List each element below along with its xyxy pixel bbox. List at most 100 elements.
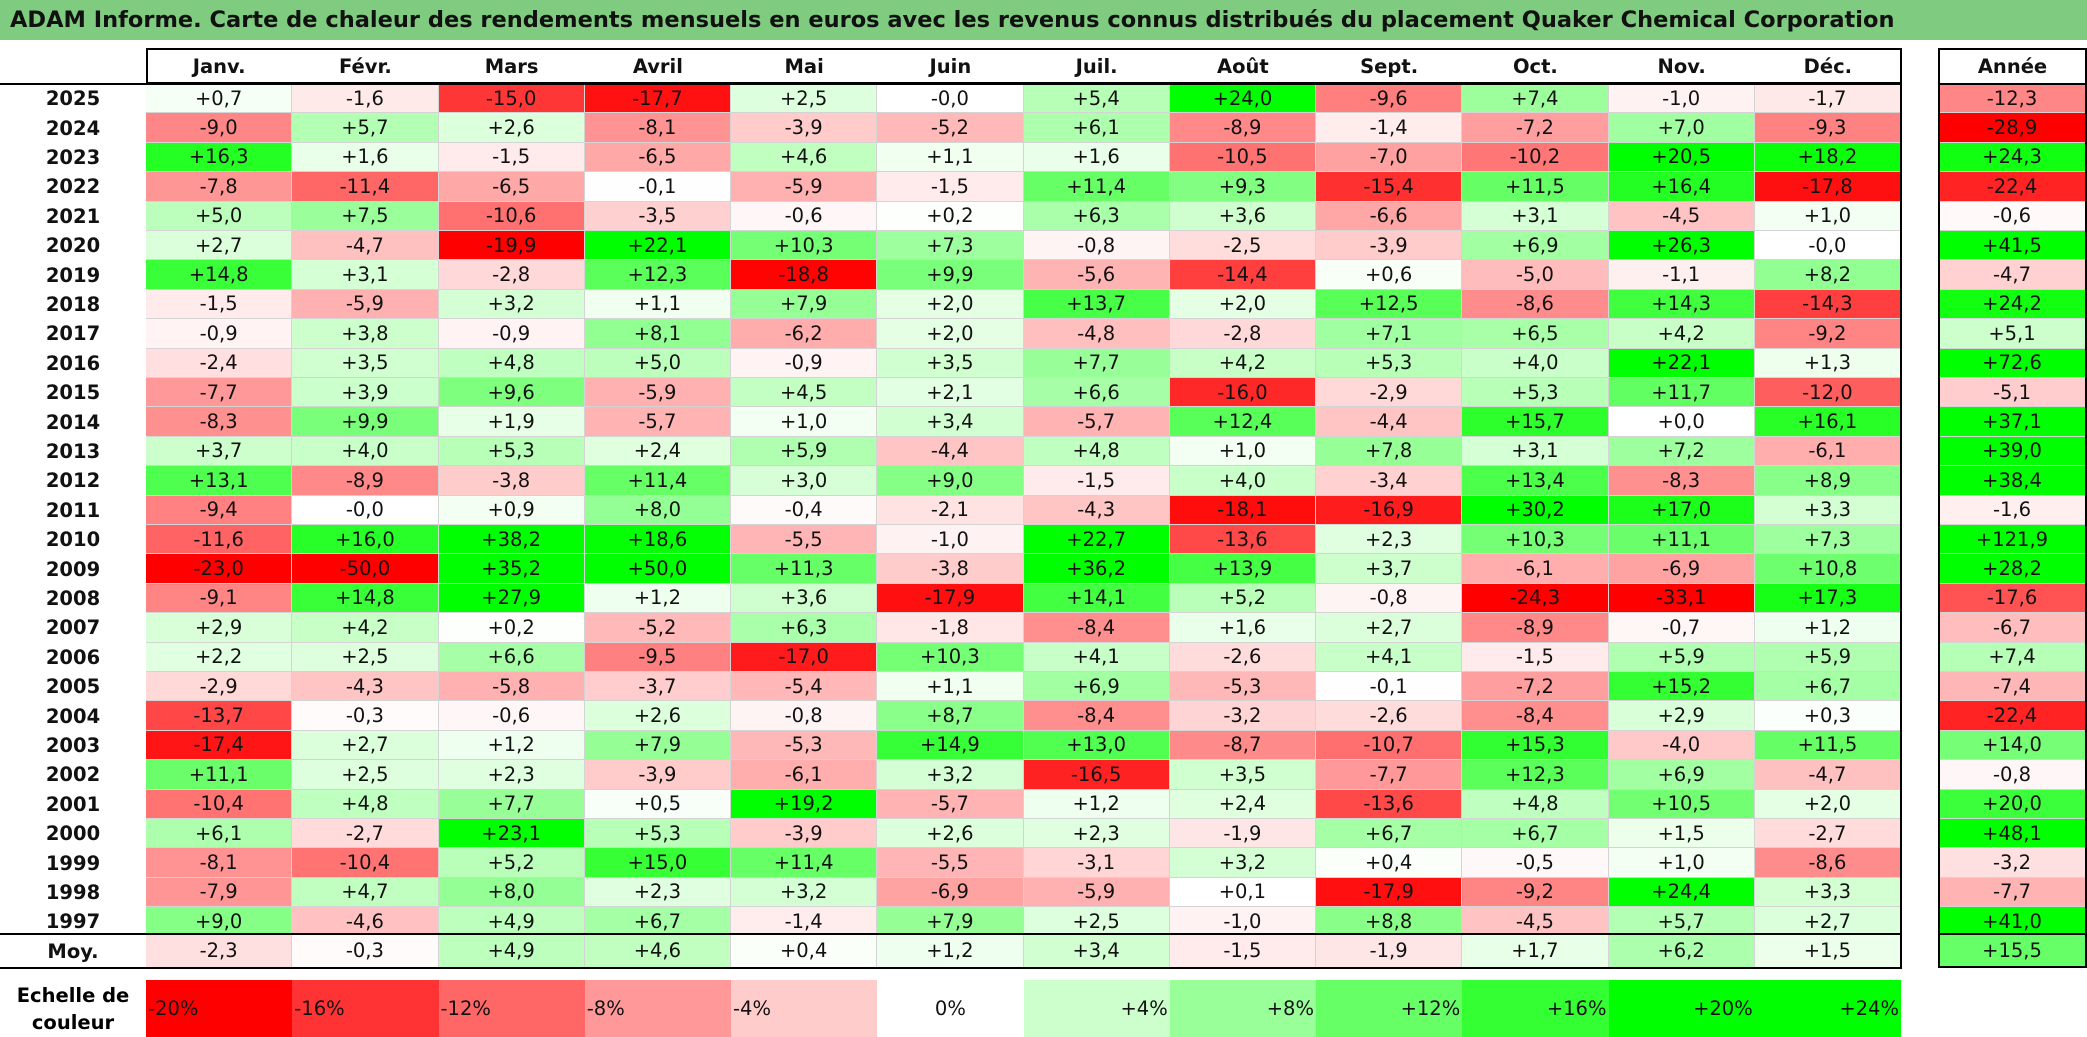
heatmap-cell: -1,0: [1169, 907, 1316, 937]
heatmap-cell: +2,2: [146, 642, 293, 672]
heatmap-cell: -4,5: [1462, 907, 1609, 937]
heatmap-cell: -10,5: [1169, 142, 1316, 173]
year-label: 2023: [45, 145, 101, 169]
heatmap-cell: -9,5: [584, 642, 731, 672]
heatmap-cell: +14,3: [1608, 289, 1755, 320]
heatmap-cell: -2,1: [877, 495, 1024, 525]
heatmap-cell: +19,2: [731, 789, 878, 819]
heatmap-cell: +3,3: [1754, 877, 1901, 908]
year-label: 2014: [45, 410, 101, 434]
heatmap-cell: -4,0: [1608, 730, 1755, 761]
average-cell: +0,4: [731, 934, 878, 968]
annual-cell: -17,6: [1938, 583, 2087, 614]
heatmap-cell: +1,0: [1169, 436, 1316, 467]
annual-header-divider: [1938, 83, 2087, 85]
annual-cell: +28,2: [1938, 554, 2087, 584]
heatmap-cell: -1,0: [877, 525, 1024, 555]
heatmap-cell: -5,9: [731, 172, 878, 202]
year-label: 1997: [45, 910, 101, 934]
heatmap-cell: -5,3: [731, 730, 878, 761]
heatmap-cell: +1,2: [584, 583, 731, 614]
heatmap-cell: -6,1: [731, 760, 878, 790]
heatmap-cell: +23,1: [438, 819, 585, 849]
annual-cell: +38,4: [1938, 466, 2087, 496]
heatmap-cell: -9,0: [146, 113, 293, 143]
heatmap-cell: +8,0: [584, 495, 731, 525]
heatmap-cell: +6,9: [1608, 760, 1755, 790]
heatmap-cell: +6,1: [146, 819, 293, 849]
heatmap-cell: +38,2: [438, 525, 585, 555]
color-scale-label: Echelle de couleur: [16, 984, 130, 1034]
heatmap-cell: +4,8: [1462, 789, 1609, 819]
year-label: 2013: [45, 439, 101, 463]
heatmap-cell: +9,9: [292, 407, 439, 437]
color-scale-stop: -12%: [438, 980, 585, 1037]
heatmap-cell: +3,2: [1169, 848, 1316, 878]
heatmap-cell: +1,2: [1023, 789, 1170, 819]
month-header: Oct.: [1512, 54, 1558, 78]
heatmap-cell: +14,9: [877, 730, 1024, 761]
heatmap-cell: -15,0: [438, 84, 585, 114]
heatmap-cell: +2,9: [1608, 701, 1755, 731]
heatmap-cell: -1,9: [1169, 819, 1316, 849]
heatmap-cell: +10,3: [731, 231, 878, 261]
heatmap-cell: +5,2: [438, 848, 585, 878]
heatmap-cell: +4,8: [438, 348, 585, 378]
heatmap-cell: -15,4: [1316, 172, 1463, 202]
year-label: 2011: [45, 498, 101, 522]
heatmap-cell: -4,6: [292, 907, 439, 937]
heatmap-cell: -0,0: [292, 495, 439, 525]
heatmap-cell: -16,0: [1169, 378, 1316, 408]
heatmap-cell: -0,9: [146, 319, 293, 349]
month-header: Mars: [484, 54, 539, 78]
annual-cell: +72,6: [1938, 348, 2087, 378]
heatmap-cell: -7,9: [146, 877, 293, 908]
month-header: Nov.: [1657, 54, 1706, 78]
heatmap-cell: +13,0: [1023, 730, 1170, 761]
heatmap-cell: +0,0: [1608, 407, 1755, 437]
year-label: 2020: [45, 234, 101, 258]
annual-cell: +24,3: [1938, 142, 2087, 173]
heatmap-cell: -16,5: [1023, 760, 1170, 790]
heatmap-cell: +15,2: [1608, 672, 1755, 702]
year-label: 2007: [45, 616, 101, 640]
heatmap-cell: +11,5: [1754, 730, 1901, 761]
color-scale-stop: +12%: [1316, 980, 1463, 1037]
heatmap-cell: -5,8: [438, 672, 585, 702]
average-cell: +6,2: [1608, 934, 1755, 968]
year-label: 2012: [45, 469, 101, 493]
heatmap-cell: +2,7: [1316, 613, 1463, 643]
heatmap-cell: +17,0: [1608, 495, 1755, 525]
heatmap-cell: -1,5: [877, 172, 1024, 202]
year-label: 2002: [45, 763, 101, 787]
heatmap-cell: +8,7: [877, 701, 1024, 731]
heatmap-cell: -14,4: [1169, 260, 1316, 290]
heatmap-cell: +3,9: [292, 378, 439, 408]
heatmap-cell: +1,0: [731, 407, 878, 437]
heatmap-cell: +1,6: [1169, 613, 1316, 643]
heatmap-cell: -1,8: [877, 613, 1024, 643]
heatmap-cell: -10,4: [146, 789, 293, 819]
heatmap-cell: -8,7: [1169, 730, 1316, 761]
heatmap-cell: +4,0: [292, 436, 439, 467]
year-label: 2009: [45, 557, 101, 581]
chart-title: ADAM Informe. Carte de chaleur des rende…: [0, 0, 2087, 40]
heatmap-cell: +14,1: [1023, 583, 1170, 614]
heatmap-cell: -0,4: [731, 495, 878, 525]
heatmap-cell: +7,3: [877, 231, 1024, 261]
heatmap-cell: +3,8: [292, 319, 439, 349]
heatmap-cell: +16,4: [1608, 172, 1755, 202]
average-label: Moy.: [47, 939, 99, 963]
heatmap-cell: +4,5: [731, 378, 878, 408]
annual-cell: -4,7: [1938, 260, 2087, 290]
heatmap-cell: +3,0: [731, 466, 878, 496]
heatmap-cell: +50,0: [584, 554, 731, 584]
heatmap-cell: +1,1: [877, 672, 1024, 702]
year-label: 2008: [45, 586, 101, 610]
heatmap-cell: -6,5: [438, 172, 585, 202]
heatmap-cell: +10,5: [1608, 789, 1755, 819]
heatmap-cell: -17,4: [146, 730, 293, 761]
heatmap-cell: +5,3: [1462, 378, 1609, 408]
heatmap-cell: +3,1: [292, 260, 439, 290]
heatmap-cell: +2,0: [877, 319, 1024, 349]
